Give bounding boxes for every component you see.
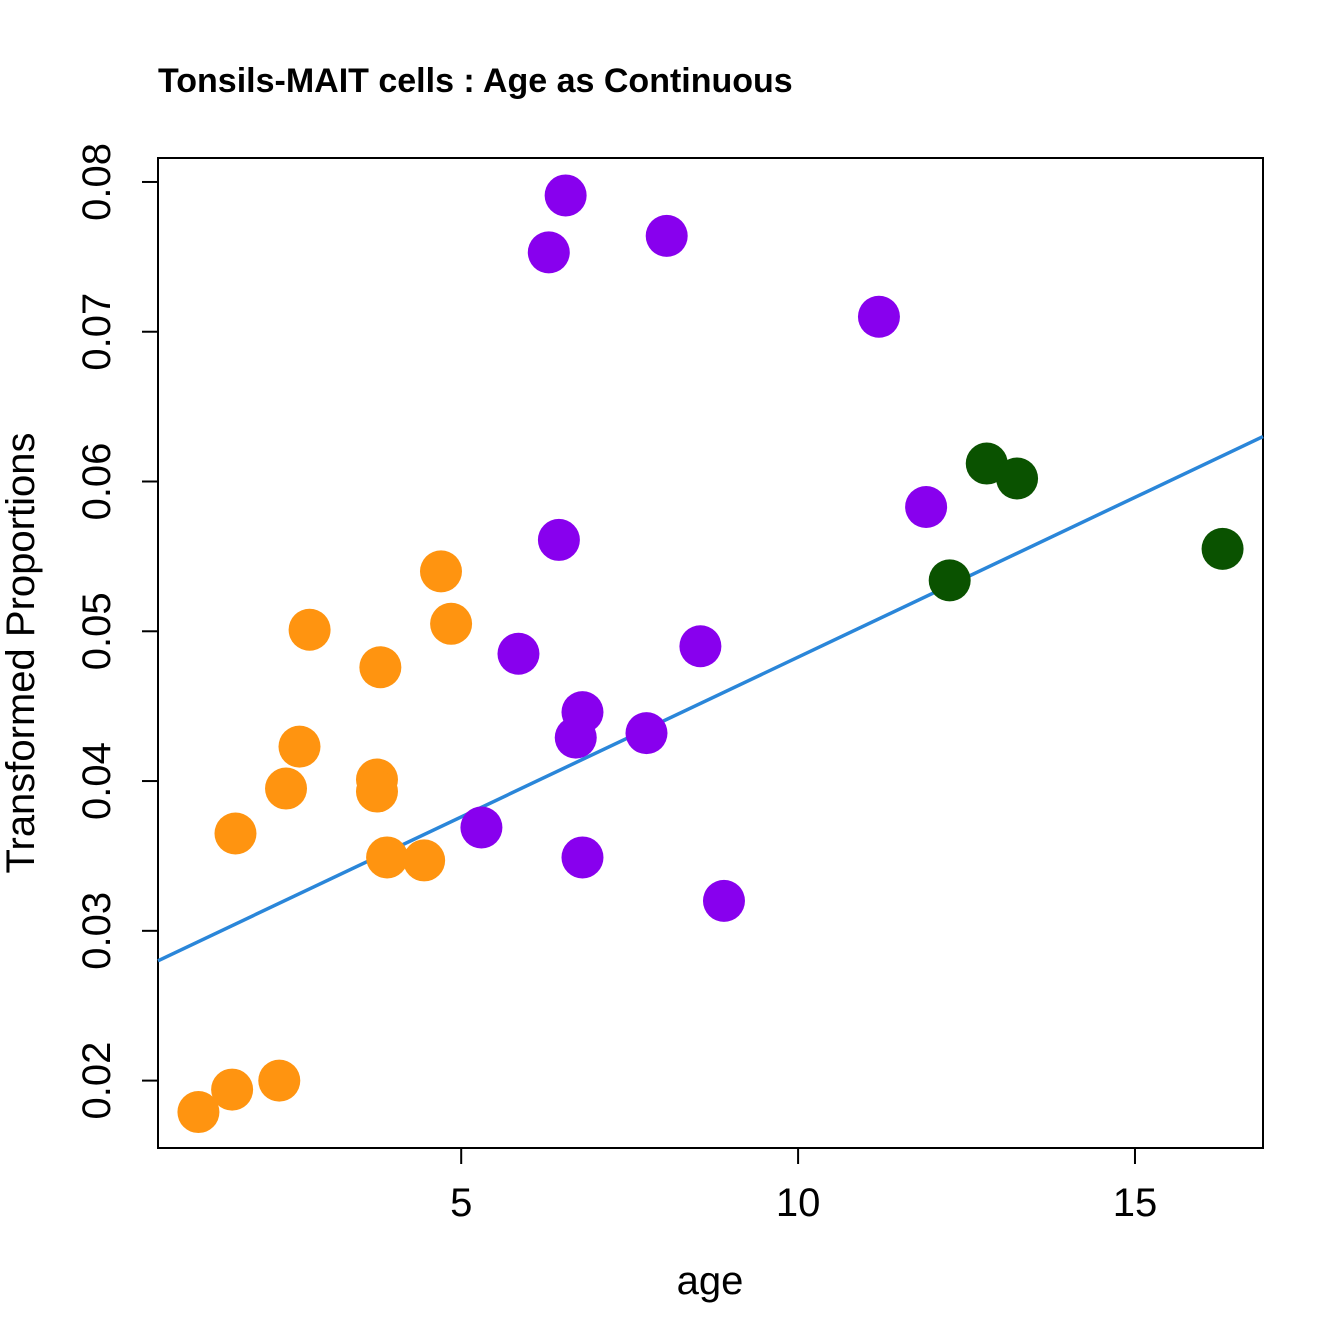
x-axis-label: age [677,1259,744,1303]
regression-line-layer [157,434,1264,963]
y-tick-label: 0.05 [75,592,119,670]
data-point-purple [537,518,580,561]
y-tick-label: 0.02 [75,1042,119,1120]
y-tick-label: 0.04 [75,742,119,820]
data-point-orange [355,770,398,813]
data-point-purple [679,625,722,668]
data-point-green [1201,527,1244,570]
chart-title: Tonsils-MAIT cells : Age as Continuous [158,62,793,100]
data-point-orange [278,725,321,768]
y-tick-label: 0.03 [75,892,119,970]
data-point-orange [359,646,402,689]
data-point-purple [561,691,604,734]
data-point-purple [460,806,503,849]
data-point-orange [214,812,257,855]
data-point-purple [645,214,688,257]
data-point-orange [211,1068,254,1111]
data-point-purple [544,174,587,217]
data-point-orange [177,1091,220,1134]
y-axis: 0.02 0.03 0.04 0.05 0.06 0.07 0.08 [75,143,159,1120]
y-tick-label: 0.07 [75,293,119,371]
data-point-purple [857,295,900,338]
data-point-green [996,457,1039,500]
x-tick-label: 5 [450,1181,472,1225]
x-tick-label: 15 [1113,1181,1158,1225]
x-tick-label: 10 [776,1181,821,1225]
data-point-purple [905,485,948,528]
data-point-orange [258,1059,301,1102]
data-point-purple [702,879,745,922]
points-layer [177,174,1244,1134]
data-point-purple [527,231,570,274]
data-point-orange [403,839,446,882]
x-axis: 5 10 15 [450,1147,1158,1225]
data-point-purple [625,712,668,755]
data-point-orange [430,602,473,645]
data-point-purple [497,632,540,675]
y-tick-label: 0.08 [75,143,119,221]
data-point-orange [419,550,462,593]
data-point-green [928,559,971,602]
y-axis-label: Transformed Proportions [0,433,43,874]
data-point-orange [265,767,308,810]
regression-line [157,434,1264,963]
data-point-orange [288,608,331,651]
y-tick-label: 0.06 [75,443,119,521]
data-point-orange [366,836,409,879]
data-point-purple [561,836,604,879]
